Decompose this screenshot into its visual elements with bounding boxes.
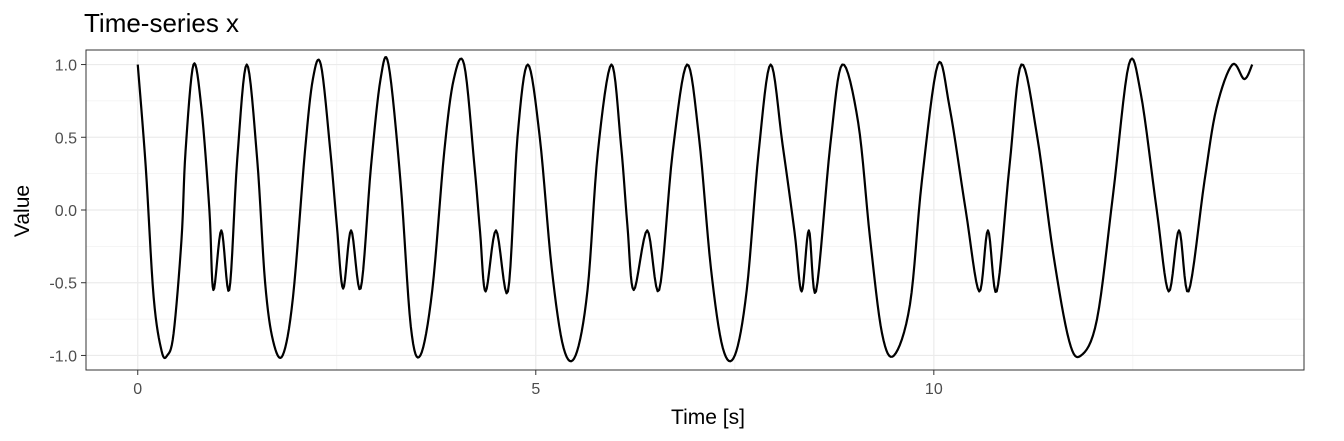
y-tick-label: -1.0 [49,348,77,365]
chart-title: Time-series x [84,8,239,38]
grid-layer [86,50,1304,370]
y-axis-title: Value [11,185,34,237]
series-line [136,56,1254,363]
y-tick-label: -0.5 [49,276,77,293]
x-tick-label: 0 [133,381,142,398]
y-tick-label: 1.0 [55,58,77,75]
axis-layer: 0 5 10 -1.0 -0.5 0.0 0.5 1.0 [49,58,942,398]
x-tick-label: 5 [531,381,540,398]
y-tick-label: 0.5 [55,130,77,147]
x-axis-title: Time [s] [671,406,745,429]
x-tick-label: 10 [925,381,943,398]
y-tick-label: 0.0 [55,203,77,220]
